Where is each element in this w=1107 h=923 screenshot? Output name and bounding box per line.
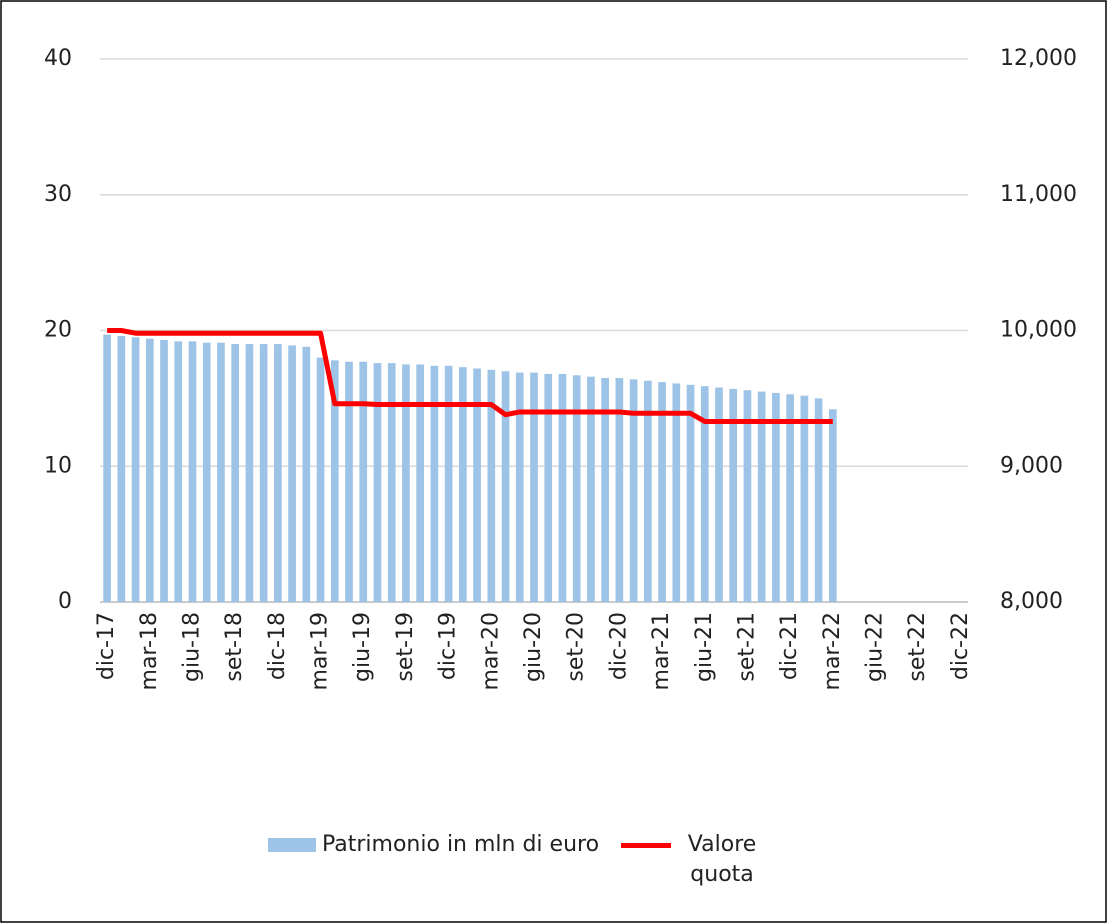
bar [729,388,738,602]
x-tick-label: dic-17 [94,612,119,680]
x-tick-label: giu-21 [692,612,717,682]
x-tick-label: giu-19 [350,612,375,682]
x-tick-label: giu-20 [521,612,546,682]
bar [359,361,368,602]
bar [231,344,240,602]
x-tick-label: mar-22 [820,612,845,690]
bar [245,344,254,602]
bar [373,363,382,602]
x-tick-label: mar-18 [137,612,162,690]
bar [658,382,666,602]
bar [672,383,681,602]
bar [828,409,837,602]
bar [274,344,282,602]
bar [530,372,538,602]
bar [302,346,311,602]
bar [715,387,723,602]
legend: Patrimonio in mln di euro Valore quota [268,830,767,890]
x-tick-label: dic-21 [777,612,802,680]
line [107,328,833,424]
bar [117,335,126,602]
bar [487,369,496,602]
bar [515,372,524,602]
y2-tick-label: 9,000 [1000,453,1063,478]
y-tick-label: 0 [58,589,72,614]
x-tick-label: set-18 [222,612,247,682]
bar [629,379,638,602]
x-tick-label: set-21 [734,612,759,682]
bar [587,376,595,602]
y-tick-label: 20 [44,318,72,343]
bar [174,341,183,602]
bar [686,384,695,602]
y2-tick-label: 11,000 [1000,182,1077,207]
bar [615,378,624,602]
y-tick-label: 10 [44,453,72,478]
x-tick-label: dic-22 [948,612,973,680]
bar [572,375,581,602]
x-tick-label: mar-20 [478,612,503,690]
legend-swatch [268,838,316,852]
x-tick-label: dic-18 [265,612,290,680]
bar [459,367,467,602]
bar [757,391,766,602]
y-tick-label: 40 [44,46,72,71]
bar [188,341,197,602]
bar [473,368,481,602]
y2-tick-label: 8,000 [1000,589,1063,614]
bar [700,386,709,602]
bar [316,357,325,602]
x-tick-label: dic-19 [436,612,461,680]
y2-tick-label: 12,000 [1000,46,1077,71]
bar [345,361,353,602]
bar [202,342,211,602]
x-tick-label: mar-21 [649,612,674,690]
legend-label: Valore quota [687,832,757,887]
bar [800,395,809,602]
bar [430,365,439,602]
bar [259,344,268,602]
bar [786,394,794,602]
bar [601,378,609,602]
bar [814,398,823,602]
bar [544,373,553,602]
bar [217,342,225,602]
x-tick-label: set-20 [564,612,589,682]
x-tick-label: dic-20 [606,612,631,680]
bar [643,380,652,602]
bar [131,337,140,602]
legend-swatch [621,843,672,848]
bar [402,364,410,602]
x-tick-label: giu-22 [863,612,888,682]
bar [743,390,752,602]
bar [288,345,296,602]
bar [387,363,396,602]
legend-label: Patrimonio in mln di euro [322,832,600,857]
bar [558,373,567,602]
x-tick-label: giu-18 [179,612,204,682]
x-tick-label: set-22 [905,612,930,682]
y2-tick-label: 10,000 [1000,318,1077,343]
x-tick-label: set-19 [393,612,418,682]
y-tick-label: 30 [44,182,72,207]
bar [501,371,510,602]
bar [103,334,111,602]
bar [145,338,154,602]
bar [444,365,453,602]
bar [330,360,339,602]
bar [772,392,780,602]
bar [160,340,168,602]
bar [416,364,425,602]
x-tick-label: mar-19 [308,612,333,690]
